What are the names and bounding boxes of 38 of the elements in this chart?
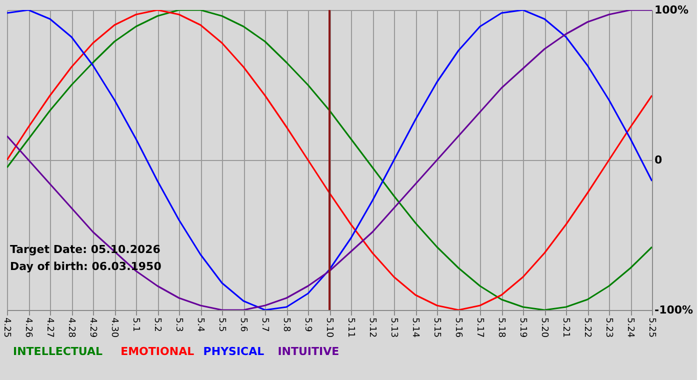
x-tick-label: 4.27 bbox=[44, 318, 54, 338]
x-tick-label: 5.11 bbox=[346, 318, 356, 338]
x-tick-label: 4.30 bbox=[109, 318, 119, 338]
x-tick-label: 5.16 bbox=[453, 318, 463, 338]
x-tick-label: 5.22 bbox=[582, 318, 592, 338]
y-tick-label: 0 bbox=[654, 154, 662, 166]
text: INTUITIVE bbox=[278, 345, 340, 358]
text: PHYSICAL bbox=[203, 345, 264, 358]
x-tick-label: 5.5 bbox=[216, 318, 226, 332]
x-tick-label: 5.6 bbox=[238, 318, 248, 332]
x-tick-label: 5.17 bbox=[474, 318, 484, 338]
x-tick-label: 4.25 bbox=[2, 318, 12, 338]
x-tick-label: 5.25 bbox=[646, 318, 656, 338]
text: INTELLECTUAL bbox=[13, 345, 103, 358]
x-tick-label: 5.3 bbox=[174, 318, 184, 332]
x-tick-label: 5.18 bbox=[496, 318, 506, 338]
x-tick-label: 5.15 bbox=[432, 318, 442, 338]
x-tick-label: 5.9 bbox=[302, 318, 312, 332]
x-tick-label: 5.21 bbox=[560, 318, 570, 338]
x-tick-label: 5.4 bbox=[195, 318, 205, 332]
y-tick-label: -100% bbox=[654, 304, 694, 316]
x-tick-label: 4.26 bbox=[23, 318, 33, 338]
x-tick-label: 4.28 bbox=[66, 318, 76, 338]
x-tick-label: 5.1 bbox=[130, 318, 140, 332]
x-tick-label: 5.7 bbox=[260, 318, 270, 332]
x-tick-label: 4.29 bbox=[88, 318, 98, 338]
x-tick-label: 5.12 bbox=[367, 318, 377, 338]
x-tick-label: 5.2 bbox=[152, 318, 162, 332]
x-tick-label: 5.23 bbox=[604, 318, 614, 338]
x-tick-label: 5.8 bbox=[281, 318, 291, 332]
x-tick-label: 5.13 bbox=[388, 318, 398, 338]
x-tick-label: 5.20 bbox=[539, 318, 549, 338]
x-tick-label: 5.24 bbox=[625, 318, 635, 338]
x-tick-label: 5.10 bbox=[324, 318, 334, 338]
x-tick-label: 5.19 bbox=[518, 318, 528, 338]
y-tick-label: 100% bbox=[654, 4, 688, 16]
x-tick-label: 5.14 bbox=[410, 318, 420, 338]
text: EMOTIONAL bbox=[120, 345, 194, 358]
